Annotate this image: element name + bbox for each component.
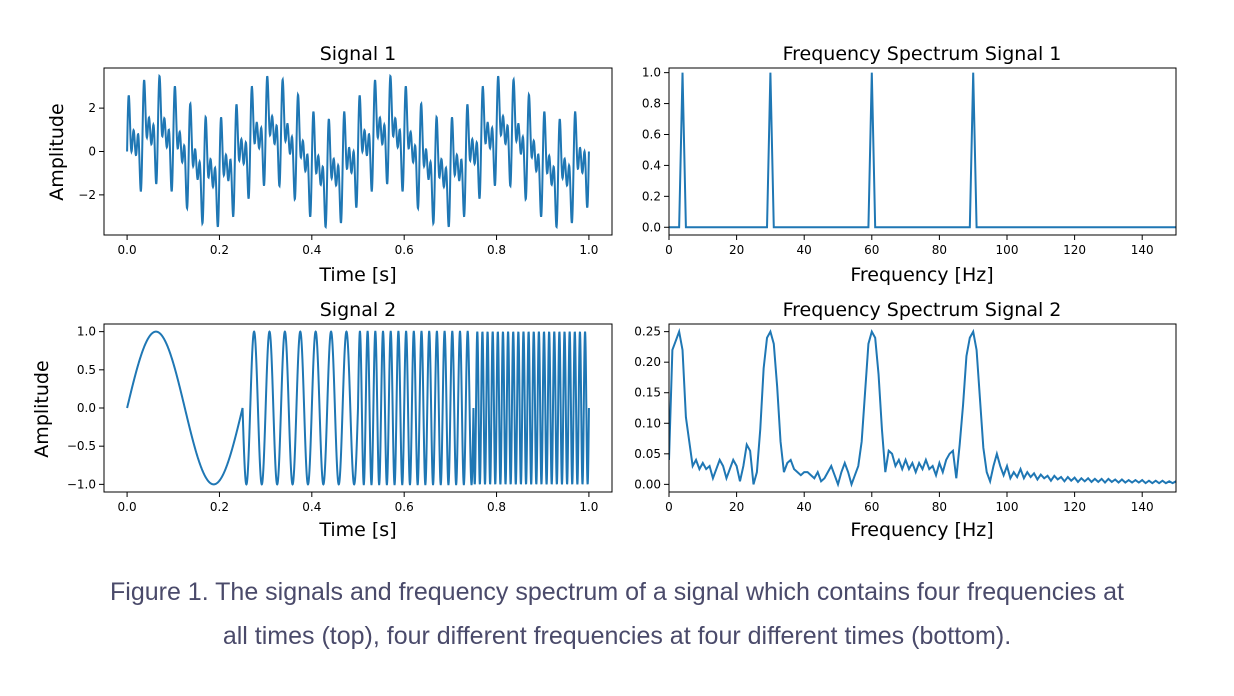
y-tick-label: 0.15 (634, 386, 661, 400)
series-line (126, 73, 590, 230)
y-tick-label: −0.5 (67, 439, 96, 453)
x-tick-label: 100 (996, 500, 1019, 514)
series-line (669, 72, 1176, 229)
chart-title: Frequency Spectrum Signal 1 (783, 43, 1062, 65)
chart-title: Frequency Spectrum Signal 2 (783, 299, 1062, 321)
y-axis-label: Amplitude (46, 103, 68, 200)
series-line (126, 330, 590, 486)
y-tick-label: 2 (88, 101, 96, 115)
y-tick-label: 0.0 (642, 220, 661, 234)
y-tick-label: 0.20 (634, 355, 661, 369)
x-tick-label: 60 (864, 243, 879, 257)
x-tick-label: 0.0 (118, 500, 137, 514)
x-tick-label: 1.0 (579, 500, 598, 514)
x-tick-label: 0 (665, 500, 673, 514)
x-tick-label: 0.4 (302, 243, 321, 257)
chart-spectrum2: Frequency Spectrum Signal 2 Frequency [H… (634, 299, 1177, 541)
chart-title: Signal 1 (320, 43, 397, 65)
x-tick-label: 80 (932, 243, 947, 257)
x-axis-label: Time [s] (318, 519, 396, 541)
chart-title: Signal 2 (320, 299, 397, 321)
y-tick-label: 0.6 (642, 127, 661, 141)
x-tick-label: 120 (1063, 243, 1086, 257)
y-tick-label: 0.0 (77, 401, 96, 415)
x-tick-label: 0.8 (487, 243, 506, 257)
x-tick-label: 140 (1131, 500, 1154, 514)
x-tick-label: 0.0 (118, 243, 137, 257)
x-tick-label: 120 (1063, 500, 1086, 514)
y-tick-label: 0.25 (634, 325, 661, 339)
series-line (669, 327, 1176, 488)
plot-frame (668, 323, 1177, 493)
x-tick-label: 40 (797, 243, 812, 257)
figure-caption: Figure 1. The signals and frequency spec… (0, 570, 1234, 658)
y-tick-label: 0.10 (634, 416, 661, 430)
x-tick-label: 0.6 (395, 500, 414, 514)
x-tick-label: 60 (864, 500, 879, 514)
x-tick-label: 40 (797, 500, 812, 514)
x-axis-label: Frequency [Hz] (850, 519, 993, 541)
x-tick-label: 20 (729, 243, 744, 257)
x-tick-label: 140 (1131, 243, 1154, 257)
x-tick-label: 0.8 (487, 500, 506, 514)
x-tick-label: 0.4 (302, 500, 321, 514)
x-tick-label: 0.6 (395, 243, 414, 257)
x-tick-label: 0.2 (210, 243, 229, 257)
y-tick-label: 0.5 (77, 363, 96, 377)
chart-spectrum1: Frequency Spectrum Signal 1 Frequency [H… (642, 43, 1177, 286)
y-tick-label: 0.8 (642, 97, 661, 111)
x-axis-label: Time [s] (318, 264, 396, 286)
x-axis-label: Frequency [Hz] (850, 264, 993, 286)
y-axis-label: Amplitude (31, 360, 53, 457)
y-tick-label: 0.05 (634, 447, 661, 461)
y-tick-label: 0.4 (642, 158, 661, 172)
x-tick-label: 80 (932, 500, 947, 514)
x-tick-label: 1.0 (579, 243, 598, 257)
y-tick-label: 0.2 (642, 189, 661, 203)
caption-line-1: Figure 1. The signals and frequency spec… (110, 578, 1124, 606)
x-tick-label: 100 (996, 243, 1019, 257)
x-tick-label: 0.2 (210, 500, 229, 514)
y-tick-label: 1.0 (642, 66, 661, 80)
x-tick-label: 0 (665, 243, 673, 257)
chart-signal2: Signal 2 Time [s] Amplitude 0.0 0.2 0.4 0.6… (31, 299, 613, 541)
y-tick-label: −1.0 (67, 477, 96, 491)
chart-signal1: Signal 1 Time [s] Amplitude 0.0 0.2 0.4 0.6… (46, 43, 613, 286)
x-tick-label: 20 (729, 500, 744, 514)
y-tick-label: 0 (88, 145, 96, 159)
caption-line-2: all times (top), four different frequenc… (222, 622, 1012, 650)
figure: Signal 1 Time [s] Amplitude 0.0 0.2 0.4 0.6… (31, 43, 1177, 541)
y-tick-label: −2 (78, 188, 96, 202)
y-tick-label: 1.0 (77, 325, 96, 339)
y-tick-label: 0.00 (634, 477, 661, 491)
plot-frame (668, 67, 1177, 236)
